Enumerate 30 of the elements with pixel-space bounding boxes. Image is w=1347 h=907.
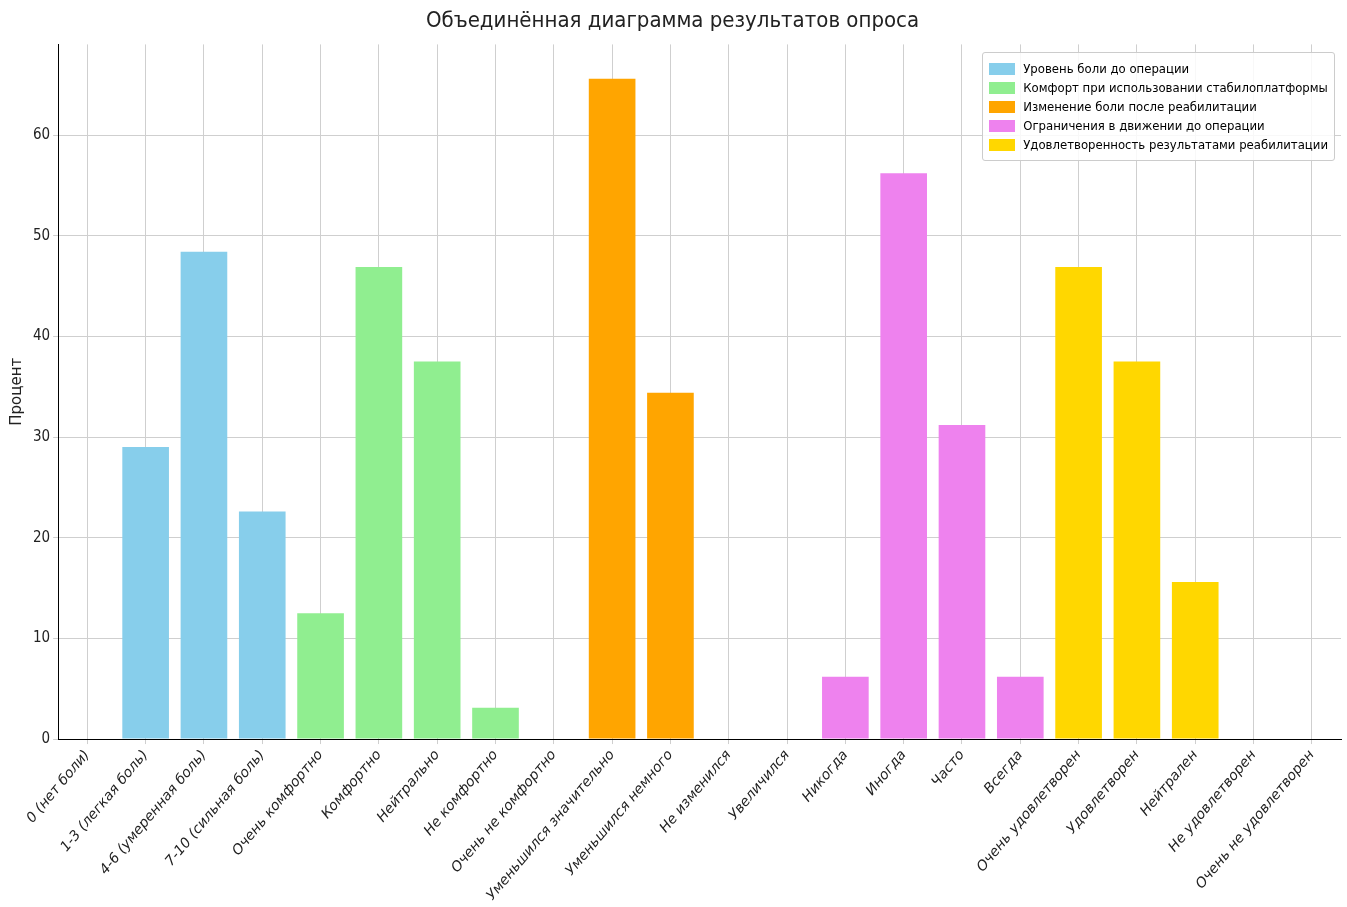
- bar: [647, 392, 694, 739]
- bar: [588, 78, 636, 739]
- bar: [996, 676, 1044, 739]
- y-tick-label: 0: [41, 728, 51, 747]
- bar: [472, 707, 519, 739]
- bar: [938, 424, 986, 739]
- legend-label: Изменение боли после реабилитации: [1023, 99, 1257, 115]
- bar: [180, 251, 228, 739]
- legend-label: Удовлетворенность результатами реабилитации: [1023, 137, 1328, 153]
- bar: [822, 676, 869, 739]
- bar: [1055, 266, 1102, 739]
- bar: [355, 266, 403, 739]
- y-tick-label: 60: [33, 124, 51, 143]
- bar: [122, 447, 169, 739]
- y-tick-label: 50: [33, 225, 51, 244]
- legend-label: Комфорт при использовании стабилоплатформы: [1023, 80, 1328, 96]
- bar: [413, 361, 461, 739]
- bar: [238, 511, 286, 739]
- legend-label: Уровень боли до операции: [1023, 61, 1190, 77]
- y-tick-label: 10: [33, 628, 51, 647]
- bar: [1171, 582, 1219, 739]
- bar: [1113, 361, 1161, 739]
- y-tick-label: 40: [33, 326, 51, 345]
- y-tick-label: 20: [33, 527, 51, 546]
- bar: [297, 613, 344, 739]
- legend-label: Ограничения в движении до операции: [1023, 118, 1265, 134]
- y-axis-title: Процент: [6, 357, 25, 426]
- chart-title: Объединённая диаграмма результатов опроса: [425, 6, 920, 32]
- bar: [880, 173, 927, 739]
- y-tick-label: 30: [33, 426, 51, 445]
